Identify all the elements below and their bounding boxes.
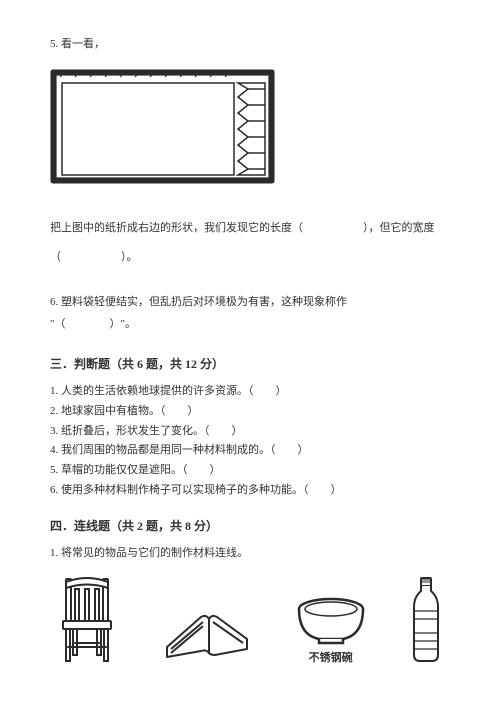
q5-text-a: 把上图中的纸折成右边的形状，我们发现它的长度（ — [50, 222, 303, 234]
book-item — [159, 605, 254, 665]
judge-item: 2. 地球家园中有植物。（ ） — [50, 402, 450, 421]
q5-text-c: （ — [50, 251, 61, 263]
judge-item: 5. 草帽的功能仅仅是遮阳。（ ） — [50, 461, 450, 480]
bottle-icon — [407, 575, 445, 665]
match-row: 不锈钢碗 — [50, 575, 450, 665]
bowl-label: 不锈钢碗 — [309, 649, 353, 665]
q6-line2: "（ ）"。 — [50, 313, 450, 335]
match-q1: 1. 将常见的物品与它们的制作材料连线。 — [50, 544, 450, 560]
bowl-item: 不锈钢碗 — [291, 595, 371, 665]
q5-fill-text: 把上图中的纸折成右边的形状，我们发现它的长度（ ），但它的宽度 （ ）。 — [50, 214, 450, 271]
bottle-item — [407, 575, 445, 665]
judge-item: 1. 人类的生活依赖地球提供的许多资源。（ ） — [50, 382, 450, 401]
chair-item — [55, 575, 123, 665]
q6-line1: 6. 塑料袋轻便结实，但乱扔后对环境极为有害，这种现象称作 — [50, 291, 450, 313]
chair-icon — [55, 575, 123, 665]
q5-text-d: ）。 — [121, 251, 138, 263]
q6-block: 6. 塑料袋轻便结实，但乱扔后对环境极为有害，这种现象称作 "（ ）"。 — [50, 291, 450, 335]
judge-list: 1. 人类的生活依赖地球提供的许多资源。（ ） 2. 地球家园中有植物。（ ） … — [50, 382, 450, 499]
bowl-icon — [291, 595, 371, 647]
section4-title: 四．连线题（共 2 题，共 8 分） — [50, 517, 450, 534]
book-icon — [159, 605, 254, 665]
section3-title: 三．判断题（共 6 题，共 12 分） — [50, 355, 450, 372]
q5-label: 5. 看一看， — [50, 35, 450, 51]
judge-item: 3. 纸折叠后，形状发生了变化。（ ） — [50, 422, 450, 441]
judge-item: 4. 我们周围的物品都是用同一种材料制成的。（ ） — [50, 441, 450, 460]
judge-item: 6. 使用多种材料制作椅子可以实现椅子的多种功能。（ ） — [50, 481, 450, 500]
paper-fold-diagram — [50, 69, 450, 189]
q5-text-b: ），但它的宽度 — [363, 222, 435, 234]
